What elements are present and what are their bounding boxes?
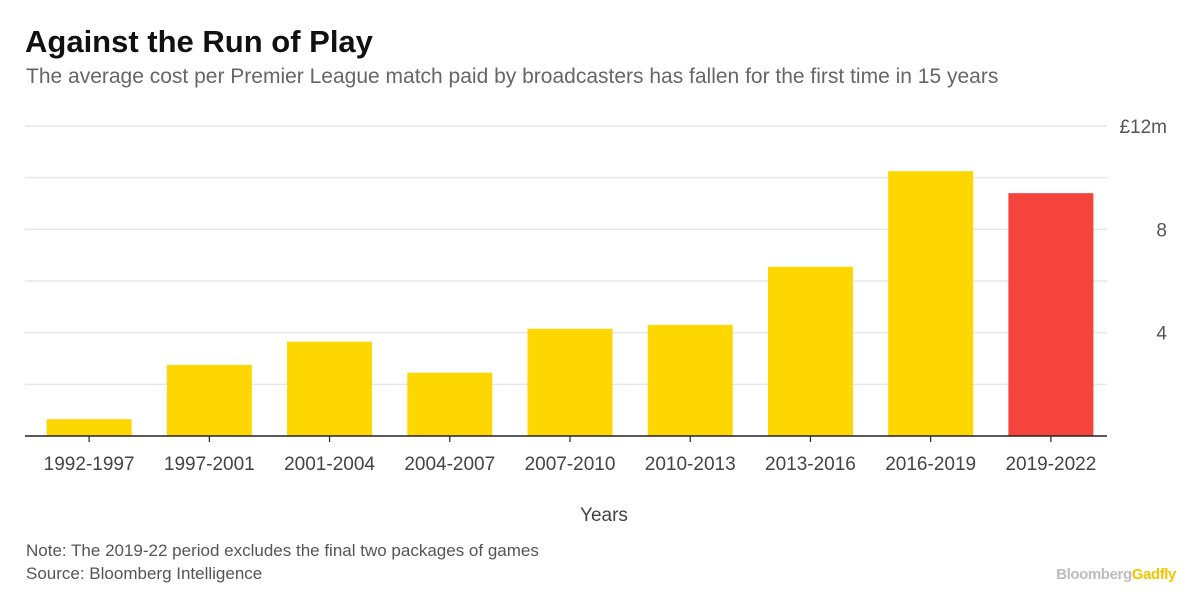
x-tick-label: 2013-2016 [765, 454, 856, 475]
brand-logo: BloombergGadfly [1056, 566, 1176, 583]
bar-2007-2010 [527, 328, 613, 436]
brand-part-bloomberg: Bloomberg [1056, 566, 1132, 583]
bars [46, 171, 1094, 437]
x-axis [25, 435, 1107, 442]
x-tick-label: 2007-2010 [525, 454, 616, 475]
bar-2004-2007 [407, 372, 493, 436]
chart-title: Against the Run of Play [25, 24, 373, 59]
footnote: Note: The 2019-22 period excludes the fi… [26, 541, 539, 560]
bar-2010-2013 [647, 324, 733, 436]
source-note: Source: Bloomberg Intelligence [26, 564, 263, 583]
x-tick-label: 2016-2019 [885, 454, 976, 475]
chart-subtitle: The average cost per Premier League matc… [26, 65, 999, 88]
y-tick-label: £12m [1119, 117, 1167, 138]
bar-2013-2016 [767, 266, 853, 436]
x-tick-label: 1997-2001 [164, 454, 255, 475]
x-tick-label: 2001-2004 [284, 454, 375, 475]
bar-1992-1997 [46, 419, 132, 436]
axis-labels: 4 8 £12m 1992-1997 1997-2001 2001-2004 2004-20… [44, 117, 1168, 526]
brand-part-gadfly: Gadfly [1131, 566, 1177, 583]
bar-2001-2004 [287, 341, 373, 436]
bar-2016-2019 [888, 171, 974, 437]
x-tick-label: 1992-1997 [44, 454, 135, 475]
y-tick-label: 8 [1156, 220, 1167, 241]
x-axis-label: Years [580, 505, 628, 526]
x-tick-label: 2004-2007 [404, 454, 495, 475]
y-tick-label: 4 [1156, 324, 1167, 345]
x-tick-label: 2010-2013 [645, 454, 736, 475]
x-tick-label: 2019-2022 [1005, 454, 1096, 475]
bar-1997-2001 [166, 364, 252, 436]
bar-2019-2022 [1008, 193, 1094, 436]
